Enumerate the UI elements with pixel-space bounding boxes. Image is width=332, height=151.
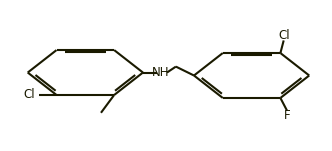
Text: F: F (284, 109, 290, 122)
Text: Cl: Cl (278, 29, 290, 42)
Text: Cl: Cl (24, 88, 35, 101)
Text: NH: NH (152, 66, 170, 79)
